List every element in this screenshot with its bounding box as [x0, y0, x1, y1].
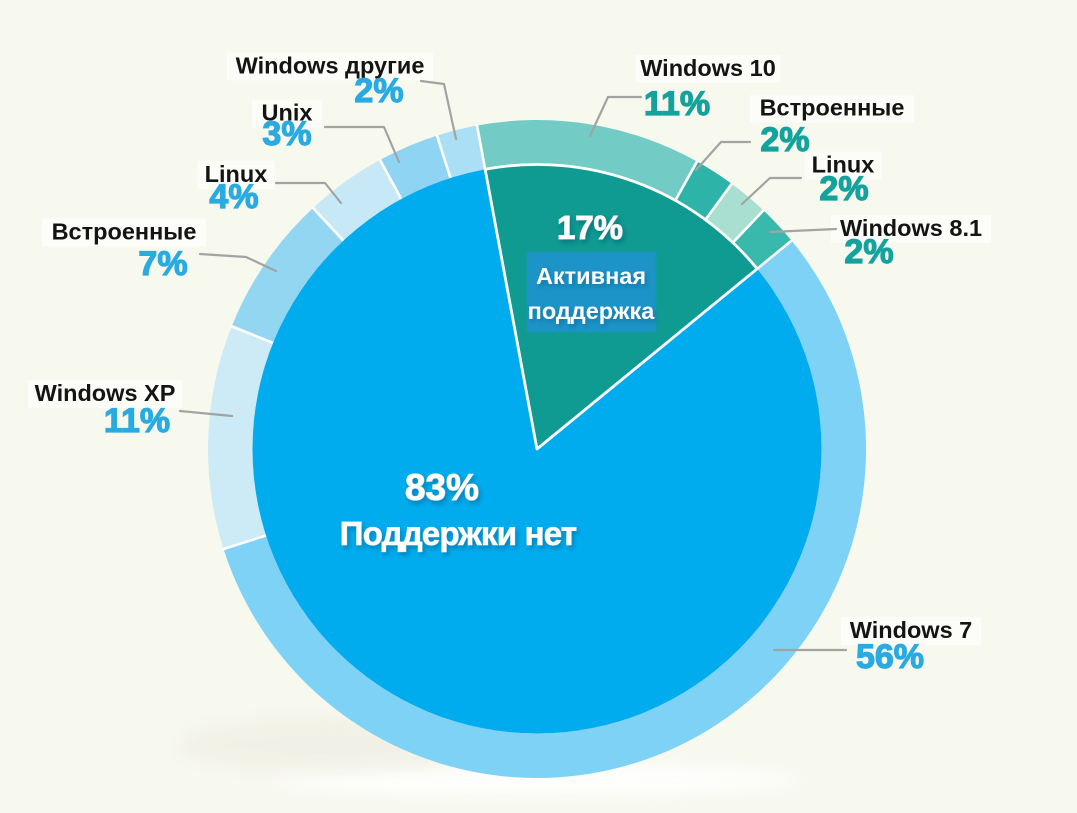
svg-text:Windows 10: Windows 10 [640, 55, 776, 81]
svg-text:2%: 2% [844, 233, 893, 271]
svg-text:Linux: Linux [205, 161, 268, 187]
svg-text:17%: 17% [557, 209, 623, 246]
svg-text:поддержка: поддержка [528, 298, 656, 324]
svg-text:Windows XP: Windows XP [35, 380, 176, 406]
svg-text:Активная: Активная [536, 263, 646, 289]
svg-text:4%: 4% [209, 178, 258, 216]
svg-text:Поддержки нет: Поддержки нет [340, 515, 577, 552]
svg-text:7%: 7% [138, 245, 187, 283]
svg-text:11%: 11% [644, 85, 710, 123]
svg-text:Windows 8.1: Windows 8.1 [840, 215, 982, 241]
svg-text:2%: 2% [354, 72, 403, 110]
svg-text:83%: 83% [405, 467, 479, 508]
svg-text:2%: 2% [819, 170, 868, 208]
svg-text:11%: 11% [104, 402, 170, 440]
svg-text:Windows 7: Windows 7 [850, 617, 973, 643]
svg-text:Windows другие: Windows другие [236, 53, 425, 79]
svg-text:Встроенные: Встроенные [52, 219, 197, 245]
svg-text:Встроенные: Встроенные [760, 95, 905, 121]
svg-text:2%: 2% [760, 121, 809, 159]
svg-text:Linux: Linux [812, 152, 875, 178]
svg-text:3%: 3% [262, 115, 311, 153]
svg-text:56%: 56% [856, 638, 924, 676]
svg-text:Unix: Unix [262, 100, 313, 126]
